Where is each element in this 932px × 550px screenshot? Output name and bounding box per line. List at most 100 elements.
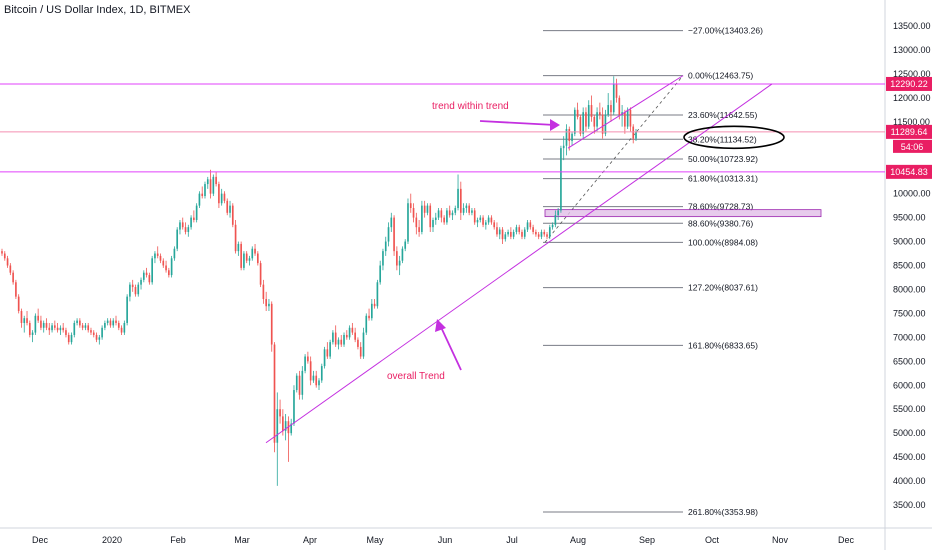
fib-retracement[interactable]: −27.00%(13403.26) 0.00%(12463.75) 23.60%(1… (543, 26, 822, 517)
overall-trendline[interactable] (265, 83, 773, 444)
candle-body (273, 344, 276, 443)
candle-body (429, 205, 432, 228)
candle-body (326, 349, 329, 357)
candle-body (6, 258, 9, 266)
candle (81, 322, 84, 331)
candle-body (123, 322, 126, 333)
candle-body (220, 193, 223, 204)
candle-body (418, 227, 420, 232)
candle (512, 229, 515, 240)
candle (415, 212, 418, 235)
candle (162, 258, 165, 268)
candle-body (62, 327, 65, 331)
price-tick-label: 5000.00 (893, 428, 926, 438)
candle (268, 299, 270, 312)
candle-body (568, 128, 571, 141)
candle-body (579, 117, 582, 134)
candle-body (67, 334, 70, 343)
fib-level-label: 78.60%(9728.73) (688, 202, 753, 212)
candle (201, 186, 204, 199)
candle-body (117, 322, 120, 328)
fib-level-label: 127.20%(8037.61) (688, 283, 758, 293)
candle-body (243, 253, 245, 268)
candle-body (81, 325, 84, 328)
candle-body (457, 188, 459, 209)
candle (565, 124, 568, 156)
candle-body (432, 219, 434, 228)
candle-body (585, 112, 587, 127)
candle-body (471, 210, 473, 213)
candle (543, 229, 546, 237)
candle (579, 114, 582, 137)
trend-within-arrow-line[interactable] (479, 120, 556, 126)
candle (376, 279, 379, 309)
candle (359, 342, 362, 359)
candle-body (607, 105, 610, 115)
candle-body (231, 205, 234, 225)
candle (12, 270, 14, 285)
candle-body (434, 217, 437, 220)
candle-body (234, 224, 237, 252)
candle-body (535, 231, 537, 235)
candle-body (573, 109, 576, 134)
candle (576, 102, 579, 120)
price-tick-label: 13500.00 (893, 21, 931, 31)
candle-body (156, 253, 159, 256)
candle (365, 313, 368, 335)
trend-within-arrow-head[interactable] (550, 119, 560, 131)
candle (326, 342, 329, 359)
candle (15, 279, 17, 300)
candle-body (120, 327, 123, 333)
candle (254, 243, 256, 256)
candle (343, 332, 345, 347)
drawings[interactable]: trend within trend overall Trend (0, 75, 885, 444)
candle-body (571, 133, 573, 141)
highlight-zone[interactable] (544, 209, 822, 218)
candle (404, 239, 407, 252)
candle (245, 251, 248, 264)
candle-body (368, 315, 370, 319)
overall-arrow-line[interactable] (439, 324, 462, 371)
candle (437, 208, 440, 220)
candle-body (370, 303, 373, 319)
candle-body (421, 205, 423, 232)
candle (482, 215, 484, 228)
candle-body (596, 112, 598, 127)
candle-body (451, 212, 454, 216)
candle-body (387, 227, 390, 242)
candle (120, 325, 123, 335)
candle-body (523, 229, 526, 237)
candle-body (315, 375, 318, 386)
price-tag-label: 10454.83 (890, 167, 928, 177)
candle (457, 174, 459, 211)
fib-level-label: 61.80%(10313.31) (688, 174, 758, 184)
candle (79, 318, 81, 328)
candle-body (587, 105, 590, 127)
candle (37, 308, 39, 323)
candle (140, 277, 142, 290)
price-tick-label: 9500.00 (893, 213, 926, 223)
candle-body (76, 320, 78, 323)
candle-body (576, 109, 579, 118)
candle (496, 222, 498, 237)
candle-body (245, 253, 248, 261)
inner-trendline[interactable] (567, 75, 684, 149)
candle (248, 255, 251, 266)
candle (256, 251, 259, 266)
highlight-ellipse[interactable] (683, 125, 785, 150)
time-tick-label: Aug (570, 535, 586, 545)
candle-body (3, 253, 6, 259)
candle (318, 378, 320, 391)
candle-body (443, 217, 445, 223)
overall-arrow-head[interactable] (435, 319, 446, 332)
candle-body (159, 255, 162, 261)
candle (6, 255, 9, 268)
candle-body (251, 248, 254, 259)
candle-body (70, 334, 73, 343)
candle (231, 203, 234, 228)
candle (370, 299, 373, 321)
candle-body (320, 366, 323, 381)
candle (290, 418, 293, 436)
candle (98, 334, 101, 345)
